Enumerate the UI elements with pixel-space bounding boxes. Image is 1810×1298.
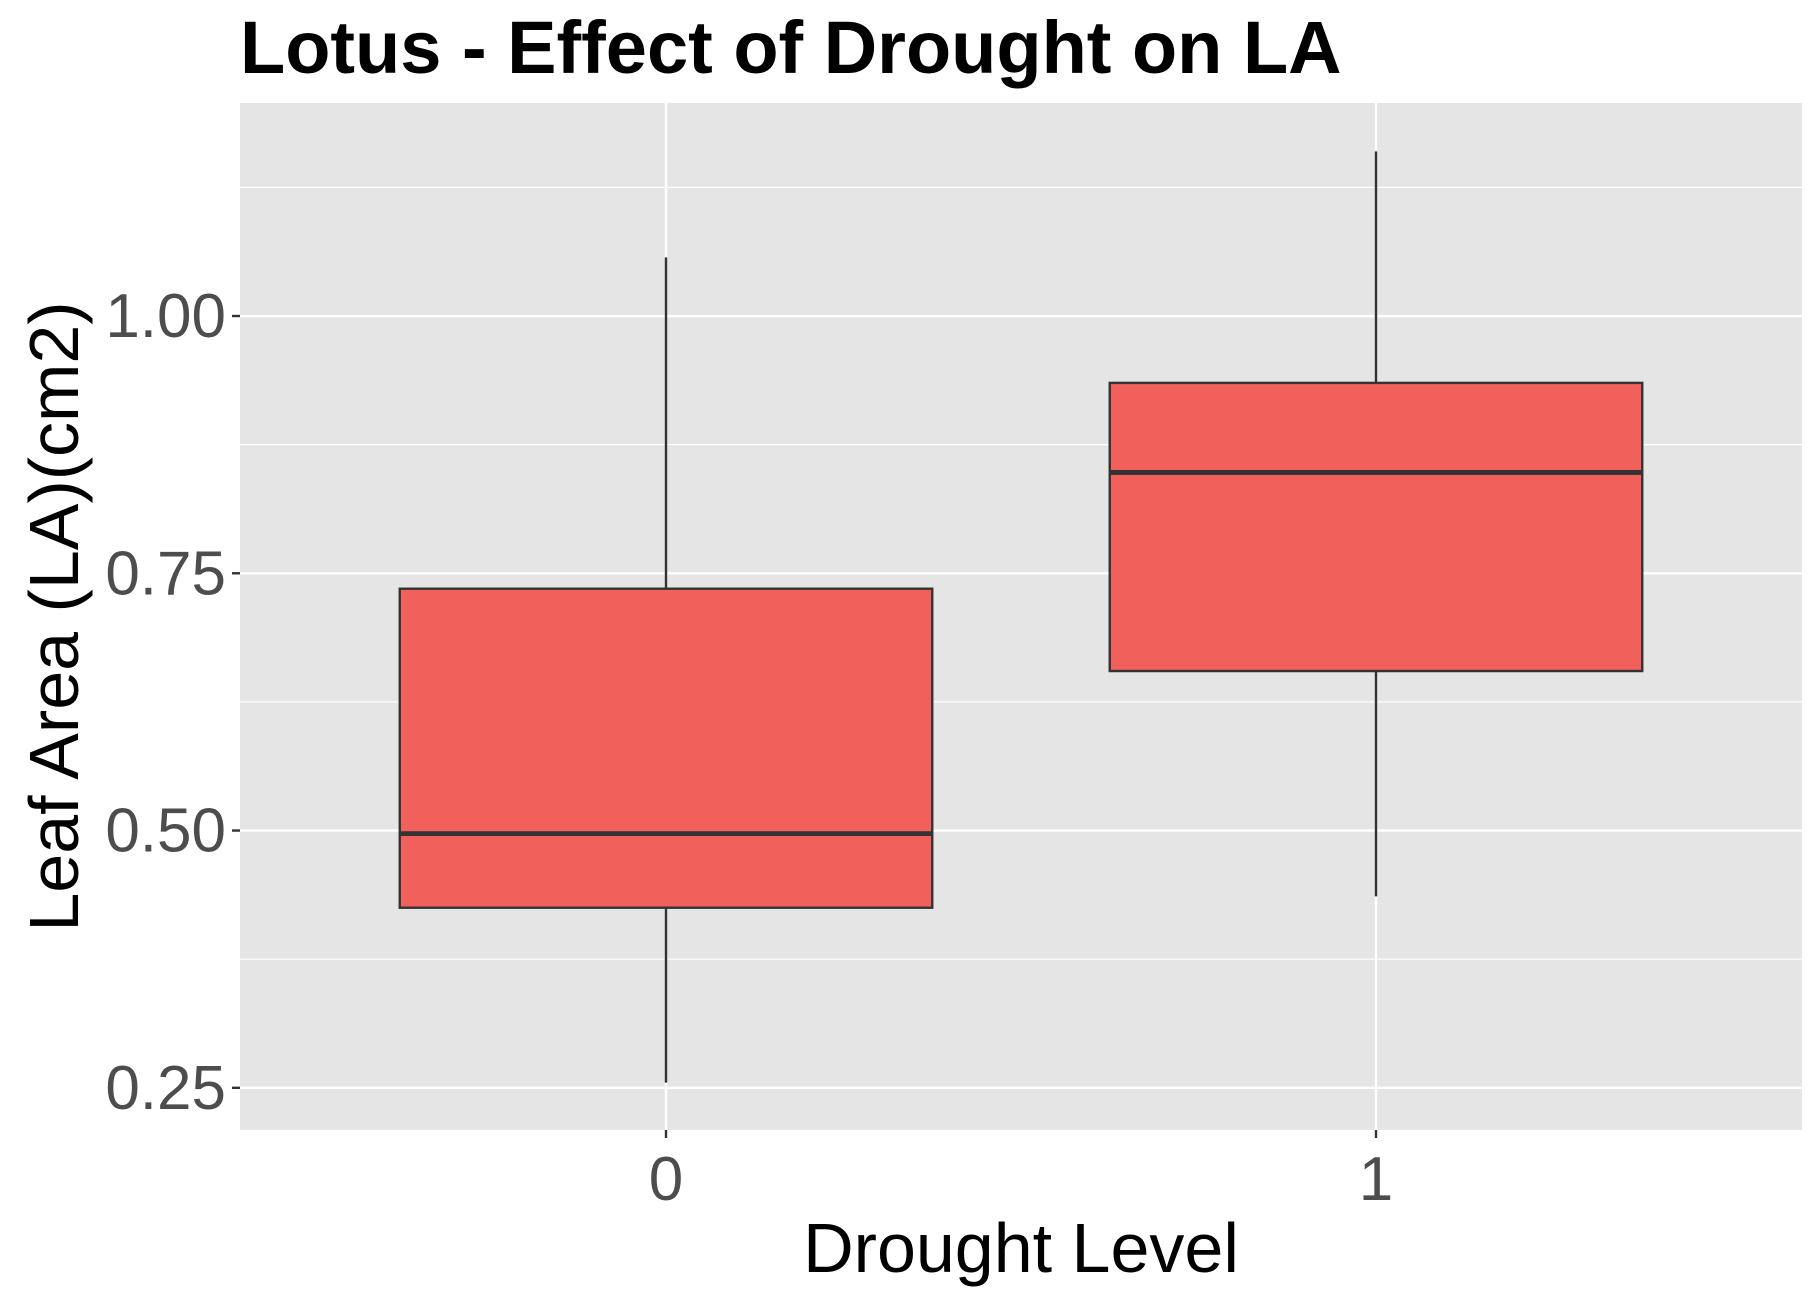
x-tick-label: 0 xyxy=(649,1145,683,1214)
box-1 xyxy=(1108,151,1644,897)
y-axis: 0.25 0.50 0.75 1.00 xyxy=(105,282,240,1123)
y-tick-label: 0.50 xyxy=(105,797,226,866)
chart-title: Lotus - Effect of Drought on LA xyxy=(240,6,1342,89)
y-tick-label: 0.75 xyxy=(105,539,226,608)
box-body xyxy=(1108,381,1644,673)
box-series xyxy=(398,151,1644,1083)
box-0 xyxy=(398,257,934,1083)
box-body xyxy=(398,587,934,909)
x-axis-title: Drought Level xyxy=(803,1209,1239,1287)
y-tick-label: 0.25 xyxy=(105,1054,226,1123)
x-tick-label: 1 xyxy=(1359,1145,1393,1214)
y-tick-label: 1.00 xyxy=(105,282,226,351)
y-axis-title: Leaf Area (LA)(cm2) xyxy=(15,301,93,931)
